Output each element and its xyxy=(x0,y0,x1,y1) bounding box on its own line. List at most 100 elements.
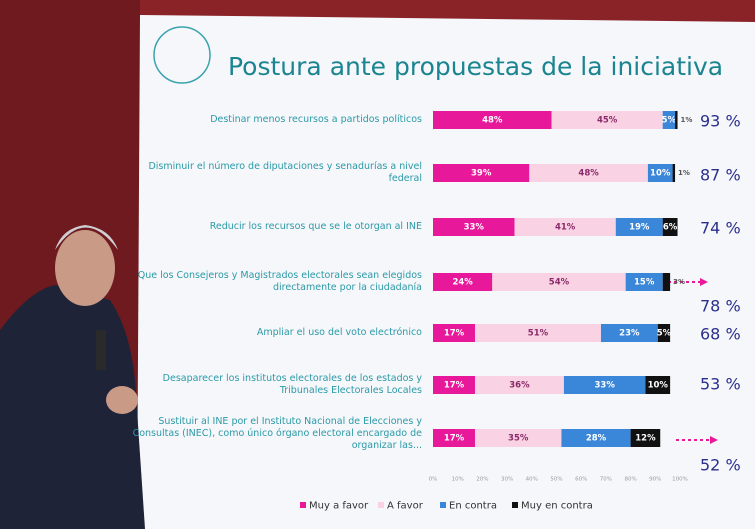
bar-segment xyxy=(433,111,552,129)
value-label: 28% xyxy=(586,434,607,444)
value-label: 5% xyxy=(657,329,672,339)
x-tick-label: 100% xyxy=(672,477,688,483)
total-label: 93 % xyxy=(700,112,741,131)
value-label: 35% xyxy=(508,434,529,444)
bar-segment xyxy=(433,376,475,394)
logo xyxy=(153,26,211,84)
value-label: 6% xyxy=(663,223,678,233)
microphone xyxy=(96,330,106,370)
value-label: 36% xyxy=(509,381,530,391)
hand xyxy=(106,386,138,414)
bar-segment xyxy=(561,429,631,447)
value-label: 17% xyxy=(444,434,465,444)
x-tick-label: 50% xyxy=(550,477,562,483)
value-label: 24% xyxy=(452,278,473,288)
hair xyxy=(55,225,118,250)
person xyxy=(0,225,145,529)
arrow-head xyxy=(700,278,708,286)
value-label: 54% xyxy=(549,278,570,288)
value-label: 33% xyxy=(594,381,615,391)
legend-swatch xyxy=(378,502,384,508)
value-label: 17% xyxy=(444,329,465,339)
value-label: 48% xyxy=(482,116,503,126)
screen xyxy=(137,15,755,529)
legend-swatch xyxy=(512,502,518,508)
category-label: Disminuir el número de diputaciones y se… xyxy=(148,161,422,184)
head xyxy=(55,230,115,306)
total-label: 68 % xyxy=(700,325,741,344)
bar-segment xyxy=(662,273,671,291)
legend-swatch xyxy=(300,502,306,508)
value-label: 51% xyxy=(528,329,549,339)
value-label: 19% xyxy=(629,223,650,233)
bar-segment xyxy=(563,376,646,394)
value-label: 5% xyxy=(662,116,677,126)
value-label: 33% xyxy=(464,223,485,233)
bar-segment xyxy=(630,429,661,447)
value-label: 3% xyxy=(673,278,685,286)
bar-segment xyxy=(433,324,475,342)
bar-segment xyxy=(625,273,663,291)
total-label: 87 % xyxy=(700,166,741,185)
value-label: 17% xyxy=(444,381,465,391)
bar-segment xyxy=(675,111,678,129)
x-tick-label: 40% xyxy=(526,477,538,483)
value-label: 1% xyxy=(681,116,693,124)
value-label: 12% xyxy=(635,434,656,444)
bar-segment xyxy=(662,218,678,236)
bar-segment xyxy=(474,376,564,394)
bar-segment xyxy=(529,164,648,182)
bar-segment xyxy=(433,218,515,236)
x-tick-label: 10% xyxy=(452,477,464,483)
legend-label: A favor xyxy=(387,501,424,512)
arrow-head xyxy=(710,436,718,444)
x-tick-label: 90% xyxy=(649,477,661,483)
category-label: Sustituir al INE por el Instituto Nacion… xyxy=(132,416,422,451)
bar-segment xyxy=(433,164,530,182)
total-label: 74 % xyxy=(700,219,741,238)
bar-segment xyxy=(433,273,493,291)
bar-segment xyxy=(600,324,658,342)
legend-label: Muy a favor xyxy=(309,501,369,512)
bar-segment xyxy=(645,376,671,394)
bar-segment xyxy=(662,111,676,129)
category-label: Destinar menos recursos a partidos polít… xyxy=(210,114,422,125)
category-label: Desaparecer los institutos electorales d… xyxy=(162,373,422,396)
bar-segment xyxy=(474,324,601,342)
total-label: 53 % xyxy=(700,375,741,394)
x-tick-label: 30% xyxy=(501,477,513,483)
bar-segment xyxy=(615,218,663,236)
legend-swatch xyxy=(440,502,446,508)
value-label: 45% xyxy=(597,116,618,126)
value-label: 23% xyxy=(619,329,640,339)
bar-segment xyxy=(514,218,616,236)
category-label: Que los Consejeros y Magistrados elector… xyxy=(137,270,422,293)
x-tick-label: 0% xyxy=(429,477,438,483)
x-tick-label: 80% xyxy=(624,477,636,483)
chart-title: Postura ante propuestas de la iniciativa xyxy=(228,52,723,81)
value-label: 41% xyxy=(555,223,576,233)
category-label: Ampliar el uso del voto electrónico xyxy=(256,327,422,338)
bar-segment xyxy=(492,273,626,291)
suit xyxy=(0,285,145,529)
total-label: 78 % xyxy=(700,297,741,316)
bar-segment xyxy=(672,164,676,182)
x-tick-label: 60% xyxy=(575,477,587,483)
value-label: 15% xyxy=(634,278,655,288)
total-label: 52 % xyxy=(700,456,741,475)
value-label: 48% xyxy=(578,169,599,179)
x-tick-label: 20% xyxy=(476,477,488,483)
bar-segment xyxy=(433,429,475,447)
bar-segment xyxy=(657,324,671,342)
bar-segment xyxy=(647,164,673,182)
bar-segment xyxy=(551,111,663,129)
bar-segment xyxy=(474,429,562,447)
category-label: Reducir los recursos que se le otorgan a… xyxy=(209,221,422,232)
legend-label: Muy en contra xyxy=(521,501,593,512)
value-label: 1% xyxy=(678,169,690,177)
legend-label: En contra xyxy=(449,501,497,512)
value-label: 10% xyxy=(648,381,669,391)
value-label: 10% xyxy=(650,169,671,179)
